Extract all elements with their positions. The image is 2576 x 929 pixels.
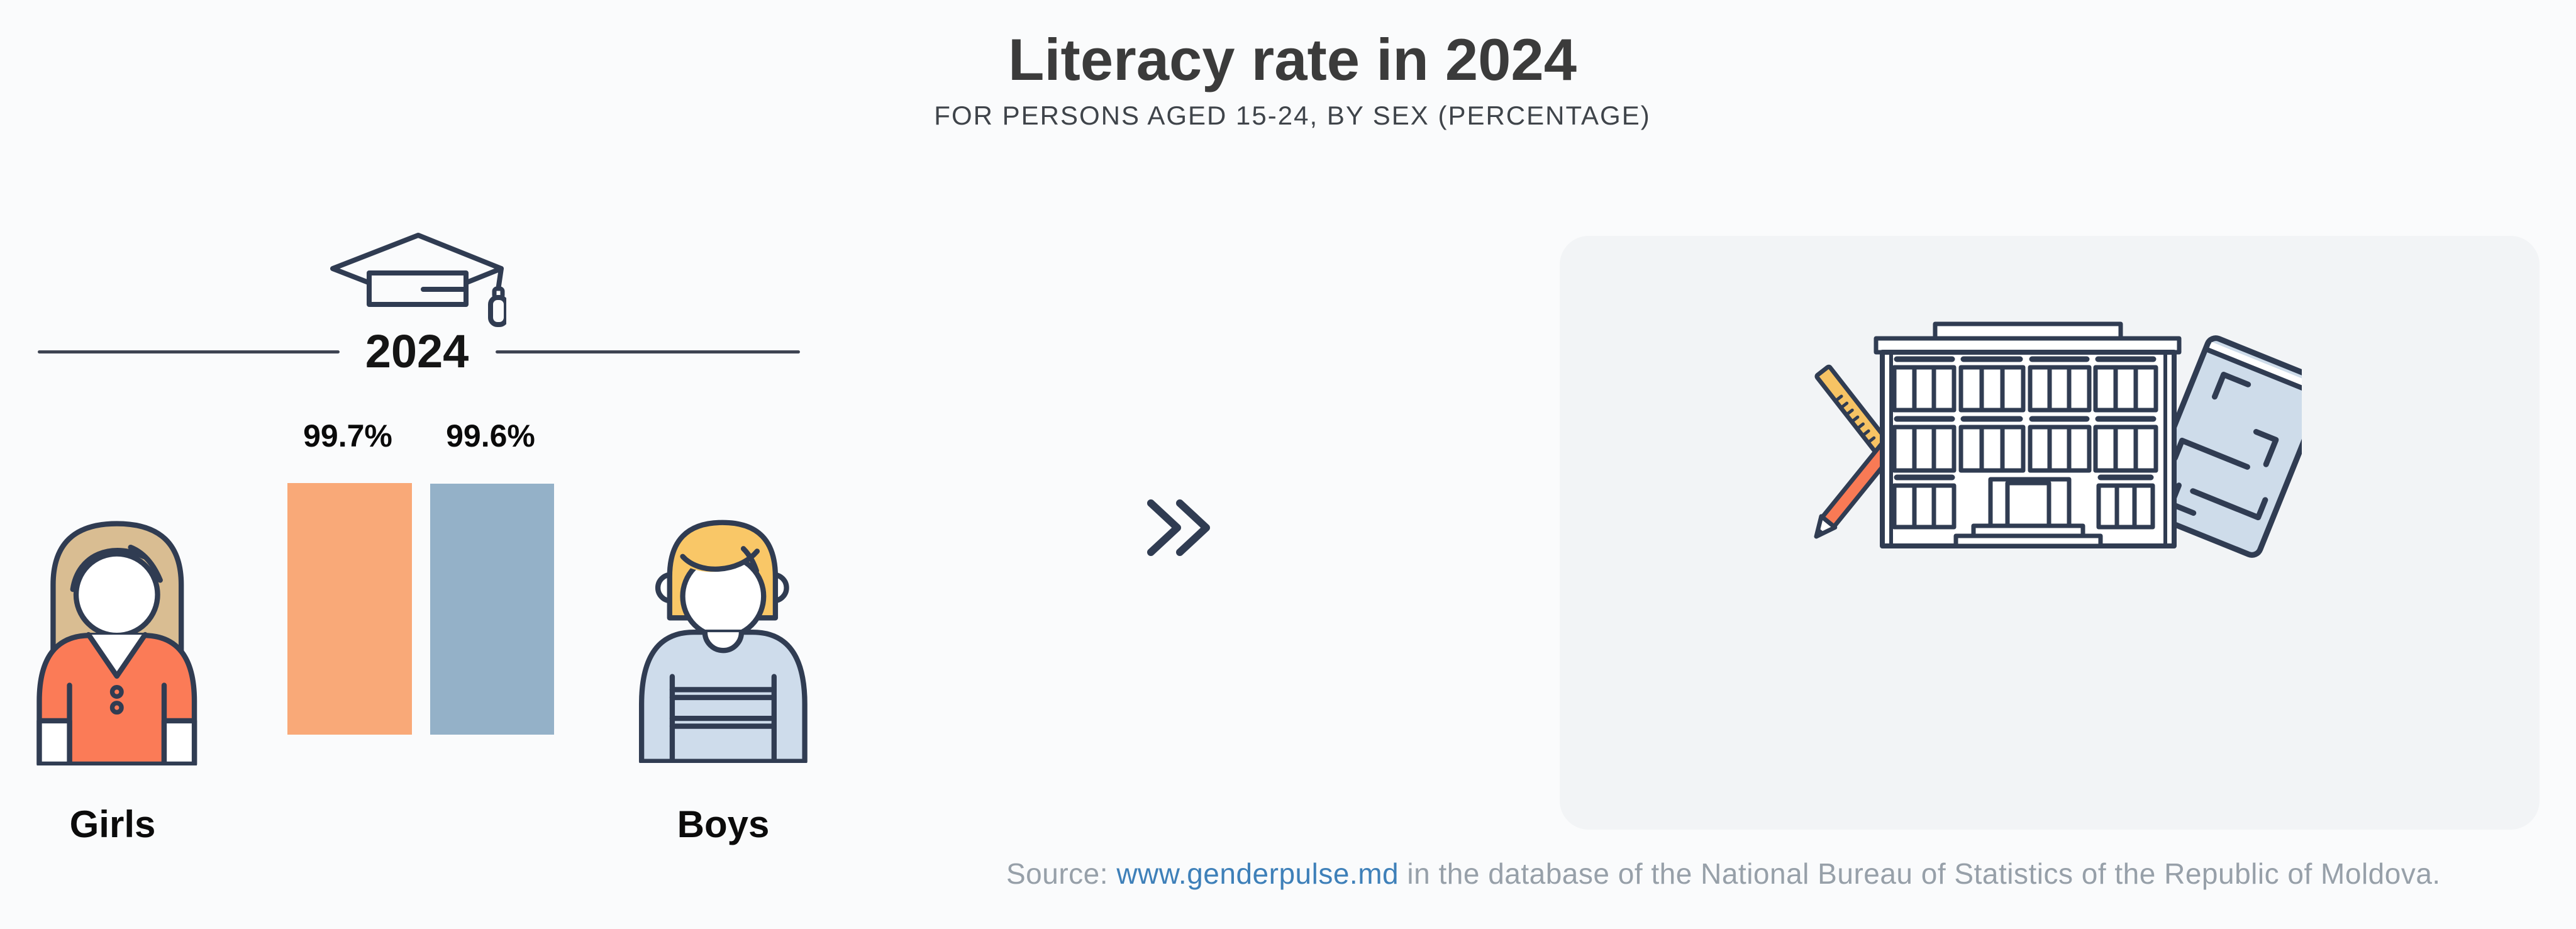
bar-boys[interactable] [430, 484, 554, 735]
page-subtitle: FOR PERSONS AGED 15-24, BY SEX (PERCENTA… [934, 101, 1651, 130]
source-prefix: Source: [1006, 857, 1117, 890]
category-label-girls: Girls [69, 803, 156, 845]
category-label-boys: Boys [677, 803, 770, 845]
source-line: Source: www.genderpulse.md in the databa… [1006, 857, 2576, 891]
page-title: Literacy rate in 2024 [1008, 26, 1577, 92]
graduation-cap-icon [330, 233, 506, 327]
school-building [1874, 321, 2182, 548]
value-label-girls: 99.7% [303, 418, 392, 453]
school-building-illustration [1814, 321, 2302, 558]
girl-avatar [36, 521, 197, 765]
year-label: 2024 [365, 325, 469, 377]
source-suffix: in the database of the National Bureau o… [1399, 857, 2441, 890]
double-chevron-right-icon [1147, 499, 1210, 556]
tablet-book-icon [2140, 335, 2302, 558]
bar-girls[interactable] [287, 483, 412, 735]
divider-line-left [38, 350, 340, 353]
value-label-boys: 99.6% [446, 418, 535, 453]
divider-line-right [496, 350, 800, 353]
ruler-icon [1814, 364, 1893, 457]
source-link[interactable]: www.genderpulse.md [1116, 857, 1399, 890]
boy-avatar [638, 520, 808, 763]
